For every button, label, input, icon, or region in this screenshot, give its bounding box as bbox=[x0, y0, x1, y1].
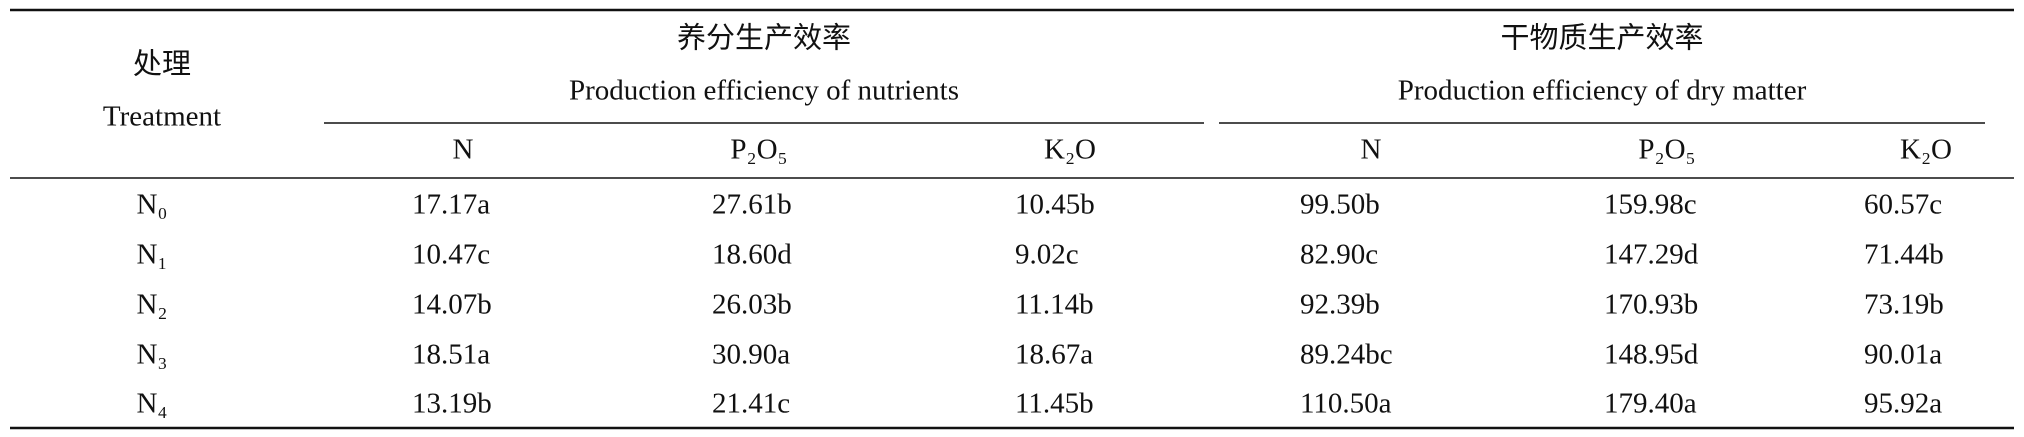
row-label-en: Treatment bbox=[103, 101, 221, 133]
group-title-zh: 干物质生产效率 bbox=[1500, 22, 1703, 55]
column-header: N bbox=[453, 134, 474, 166]
cell-value: 10.45b bbox=[1015, 189, 1095, 221]
row-label-zh: 处理 bbox=[133, 48, 191, 81]
cell-value: 89.24bc bbox=[1300, 339, 1393, 371]
cell-value: 17.17a bbox=[412, 189, 490, 221]
group-title-en: Production efficiency of nutrients bbox=[569, 75, 959, 107]
cell-value: 10.47c bbox=[412, 239, 490, 271]
treatment: N₀ bbox=[136, 189, 167, 221]
cell-value: 9.02c bbox=[1015, 239, 1079, 271]
column-header: P₂O₅ bbox=[1638, 134, 1695, 166]
column-header: K₂O bbox=[1044, 134, 1096, 166]
column-header: P₂O₅ bbox=[730, 134, 787, 166]
cell-value: 170.93b bbox=[1604, 289, 1698, 321]
cell-value: 26.03b bbox=[712, 289, 792, 321]
cell-value: 148.95d bbox=[1604, 339, 1699, 371]
cell-value: 11.14b bbox=[1015, 289, 1094, 321]
cell-value: 14.07b bbox=[412, 289, 492, 321]
cell-value: 30.90a bbox=[712, 339, 790, 371]
cell-value: 18.51a bbox=[412, 339, 490, 371]
cell-value: 11.45b bbox=[1015, 388, 1094, 420]
cell-value: 159.98c bbox=[1604, 189, 1697, 221]
column-header: N bbox=[1361, 134, 1382, 166]
cell-value: 90.01a bbox=[1864, 339, 1942, 371]
cell-value: 21.41c bbox=[712, 388, 790, 420]
cell-value: 99.50b bbox=[1300, 189, 1380, 221]
group-title-zh: 养分生产效率 bbox=[677, 22, 851, 55]
cell-value: 13.19b bbox=[412, 388, 492, 420]
treatment: N₁ bbox=[136, 239, 167, 271]
group-title-en: Production efficiency of dry matter bbox=[1398, 75, 1807, 107]
cell-value: 82.90c bbox=[1300, 239, 1378, 271]
cell-value: 18.60d bbox=[712, 239, 792, 271]
cell-value: 92.39b bbox=[1300, 289, 1380, 321]
cell-value: 110.50a bbox=[1300, 388, 1392, 420]
cell-value: 71.44b bbox=[1864, 239, 1944, 271]
treatment: N₃ bbox=[136, 339, 167, 371]
cell-value: 60.57c bbox=[1864, 189, 1942, 221]
cell-value: 95.92a bbox=[1864, 388, 1942, 420]
cell-value: 73.19b bbox=[1864, 289, 1944, 321]
treatment: N₄ bbox=[136, 388, 167, 420]
cell-value: 147.29d bbox=[1604, 239, 1699, 271]
cell-value: 27.61b bbox=[712, 189, 792, 221]
cell-value: 18.67a bbox=[1015, 339, 1093, 371]
treatment: N₂ bbox=[136, 289, 167, 321]
column-header: K₂O bbox=[1900, 134, 1952, 166]
cell-value: 179.40a bbox=[1604, 388, 1697, 420]
